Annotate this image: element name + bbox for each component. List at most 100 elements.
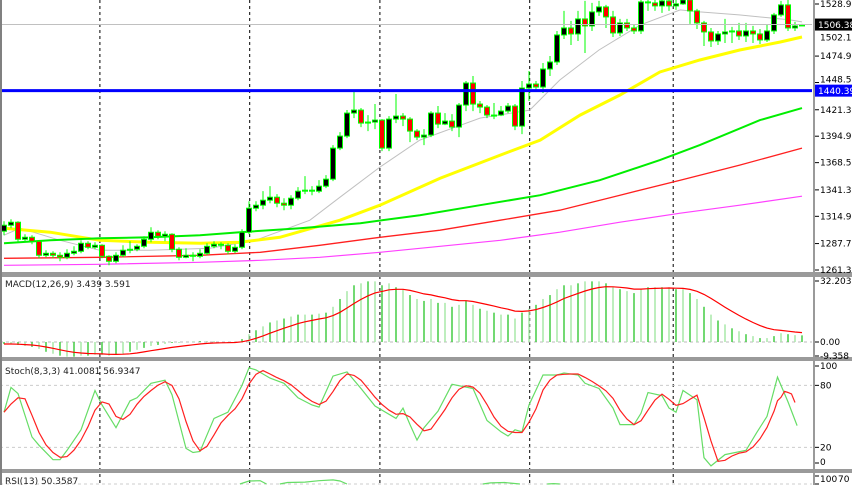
candle[interactable] — [232, 244, 238, 254]
candle[interactable] — [155, 230, 161, 240]
candle[interactable] — [288, 195, 294, 210]
candle[interactable] — [463, 81, 469, 112]
candle[interactable] — [729, 26, 735, 43]
candle[interactable] — [15, 221, 21, 243]
candle[interactable] — [106, 255, 112, 266]
candle[interactable] — [22, 234, 28, 243]
candle[interactable] — [491, 103, 497, 120]
candle[interactable] — [302, 176, 308, 195]
candle[interactable] — [309, 186, 315, 196]
candle[interactable] — [596, 0, 602, 16]
price-panel[interactable] — [0, 0, 812, 266]
candle[interactable] — [337, 132, 343, 151]
candle[interactable] — [36, 240, 42, 259]
candle[interactable] — [519, 81, 525, 135]
candle[interactable] — [71, 246, 77, 256]
candle[interactable] — [792, 21, 798, 31]
candle[interactable] — [218, 242, 224, 250]
candle[interactable] — [78, 240, 84, 254]
candle[interactable] — [64, 249, 70, 260]
candle[interactable] — [694, 8, 700, 29]
candle[interactable] — [631, 24, 637, 34]
candle[interactable] — [715, 30, 721, 45]
rsi-panel[interactable] — [0, 479, 812, 485]
candle[interactable] — [582, 0, 588, 53]
candle[interactable] — [421, 129, 427, 146]
candle[interactable] — [281, 198, 287, 211]
candle[interactable] — [323, 175, 329, 189]
candle[interactable] — [414, 129, 420, 141]
stochastic-panel[interactable] — [0, 367, 812, 467]
candle[interactable] — [358, 108, 364, 128]
macd-panel[interactable] — [0, 281, 812, 357]
candle[interactable] — [169, 233, 175, 253]
candle[interactable] — [428, 111, 434, 138]
candle[interactable] — [372, 104, 378, 130]
candle[interactable] — [379, 119, 385, 152]
candle[interactable] — [701, 20, 707, 46]
candle[interactable] — [29, 235, 35, 245]
candle[interactable] — [757, 28, 763, 44]
candle[interactable] — [750, 25, 756, 43]
candle[interactable] — [351, 91, 357, 119]
candle[interactable] — [638, 0, 644, 34]
candle[interactable] — [330, 145, 336, 182]
candle[interactable] — [92, 242, 98, 250]
candle[interactable] — [162, 231, 168, 242]
candle[interactable] — [722, 18, 728, 43]
candle[interactable] — [575, 10, 581, 41]
candle[interactable] — [645, 0, 651, 11]
candle[interactable] — [190, 252, 196, 262]
candle[interactable] — [687, 0, 693, 24]
candle[interactable] — [778, 0, 784, 17]
candle[interactable] — [225, 243, 231, 255]
candle[interactable] — [442, 113, 448, 126]
candle[interactable] — [113, 252, 119, 264]
candle[interactable] — [148, 227, 154, 243]
candle[interactable] — [407, 117, 413, 143]
candle[interactable] — [43, 250, 49, 258]
candle[interactable] — [274, 194, 280, 208]
candle[interactable] — [120, 245, 126, 258]
candle[interactable] — [393, 94, 399, 124]
candle[interactable] — [183, 248, 189, 259]
candle[interactable] — [99, 244, 105, 259]
candle[interactable] — [85, 241, 91, 250]
candle[interactable] — [127, 241, 133, 254]
panel-separator[interactable] — [0, 469, 852, 473]
candle[interactable] — [435, 106, 441, 129]
panel-separator[interactable] — [0, 357, 852, 361]
candle[interactable] — [505, 103, 511, 114]
candle[interactable] — [267, 186, 273, 204]
candle[interactable] — [316, 180, 322, 194]
candle[interactable] — [470, 76, 476, 112]
candle[interactable] — [512, 104, 518, 131]
candle[interactable] — [666, 0, 672, 11]
candle[interactable] — [526, 71, 532, 102]
candle[interactable] — [617, 18, 623, 36]
candle[interactable] — [764, 24, 770, 42]
candle[interactable] — [449, 114, 455, 132]
candle[interactable] — [8, 219, 14, 229]
candle[interactable] — [547, 55, 553, 77]
candle[interactable] — [652, 0, 658, 11]
panel-separator[interactable] — [0, 272, 852, 277]
candle[interactable] — [50, 251, 56, 259]
candle[interactable] — [554, 30, 560, 65]
candle[interactable] — [141, 236, 147, 249]
candle[interactable] — [484, 105, 490, 119]
candle[interactable] — [246, 201, 252, 235]
candle[interactable] — [498, 106, 504, 117]
candle[interactable] — [134, 244, 140, 252]
candle[interactable] — [260, 191, 266, 210]
candle[interactable] — [344, 110, 350, 139]
candle[interactable] — [785, 0, 791, 31]
candle[interactable] — [239, 229, 245, 250]
candle[interactable] — [57, 252, 63, 262]
candle[interactable] — [680, 0, 686, 5]
candle[interactable] — [456, 103, 462, 138]
candle[interactable] — [204, 243, 210, 256]
candle[interactable] — [743, 22, 749, 42]
candle[interactable] — [736, 22, 742, 40]
candle[interactable] — [708, 27, 714, 47]
